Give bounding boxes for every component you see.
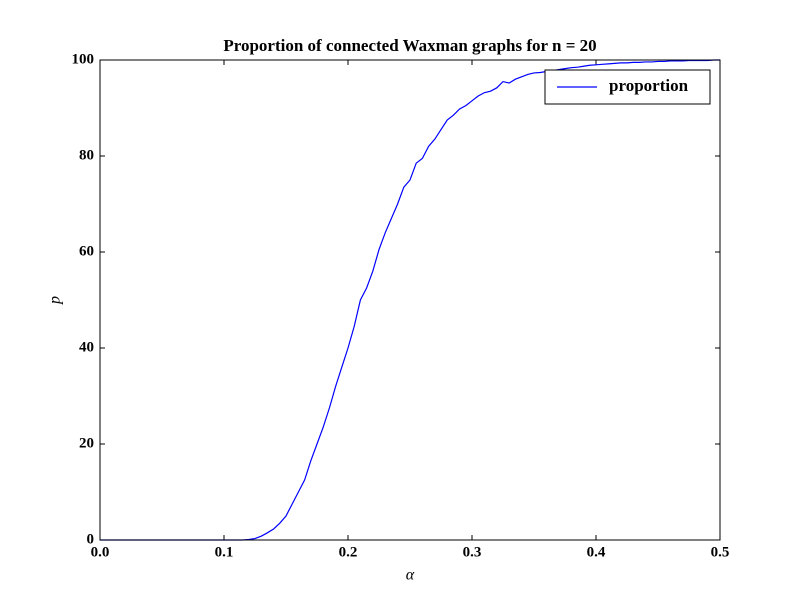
x-axis-label: α bbox=[406, 567, 415, 584]
x-tick-label: 0.4 bbox=[587, 544, 606, 560]
x-tick-label: 0.1 bbox=[215, 544, 234, 560]
x-tick-label: 0.0 bbox=[91, 544, 110, 560]
y-tick-label: 40 bbox=[79, 339, 94, 355]
y-tick-label: 100 bbox=[72, 51, 95, 67]
y-tick-label: 80 bbox=[79, 147, 94, 163]
y-tick-label: 20 bbox=[79, 435, 94, 451]
x-tick-label: 0.2 bbox=[339, 544, 358, 560]
chart-title: Proportion of connected Waxman graphs fo… bbox=[223, 36, 596, 55]
y-tick-label: 60 bbox=[79, 243, 94, 259]
legend-label: proportion bbox=[609, 76, 689, 95]
x-tick-label: 0.3 bbox=[463, 544, 482, 560]
y-axis-label: p bbox=[47, 296, 64, 305]
y-tick-label: 0 bbox=[87, 531, 95, 547]
plot-frame bbox=[99, 59, 721, 541]
x-tick-label: 0.5 bbox=[711, 544, 730, 560]
